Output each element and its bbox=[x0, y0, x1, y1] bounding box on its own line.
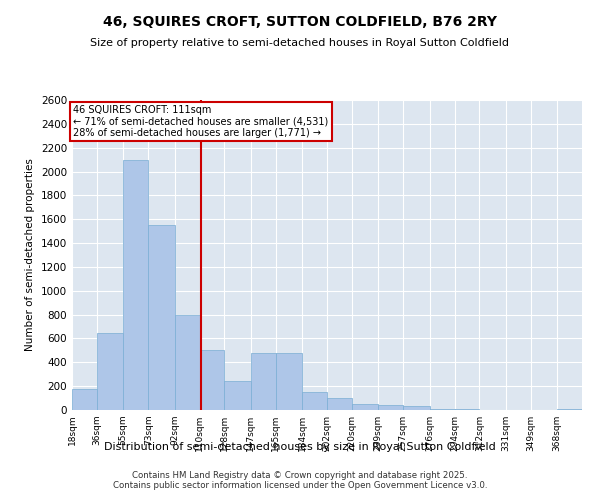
Text: 46, SQUIRES CROFT, SUTTON COLDFIELD, B76 2RY: 46, SQUIRES CROFT, SUTTON COLDFIELD, B76… bbox=[103, 15, 497, 29]
Bar bbox=[123, 160, 148, 410]
Text: Size of property relative to semi-detached houses in Royal Sutton Coldfield: Size of property relative to semi-detach… bbox=[91, 38, 509, 48]
Bar bbox=[175, 314, 199, 410]
Bar bbox=[72, 389, 97, 410]
Bar bbox=[403, 406, 430, 410]
Bar bbox=[302, 392, 327, 410]
Bar bbox=[200, 350, 224, 410]
Bar bbox=[97, 332, 123, 410]
Text: 46 SQUIRES CROFT: 111sqm
← 71% of semi-detached houses are smaller (4,531)
28% o: 46 SQUIRES CROFT: 111sqm ← 71% of semi-d… bbox=[73, 105, 329, 138]
Bar bbox=[430, 409, 455, 410]
Bar bbox=[251, 353, 276, 410]
Text: Contains HM Land Registry data © Crown copyright and database right 2025.
Contai: Contains HM Land Registry data © Crown c… bbox=[113, 470, 487, 490]
Bar bbox=[276, 353, 302, 410]
Text: Distribution of semi-detached houses by size in Royal Sutton Coldfield: Distribution of semi-detached houses by … bbox=[104, 442, 496, 452]
Y-axis label: Number of semi-detached properties: Number of semi-detached properties bbox=[25, 158, 35, 352]
Bar bbox=[327, 398, 352, 410]
Bar bbox=[148, 225, 175, 410]
Bar bbox=[352, 404, 378, 410]
Bar bbox=[378, 405, 403, 410]
Bar bbox=[224, 382, 251, 410]
Bar bbox=[557, 409, 582, 410]
